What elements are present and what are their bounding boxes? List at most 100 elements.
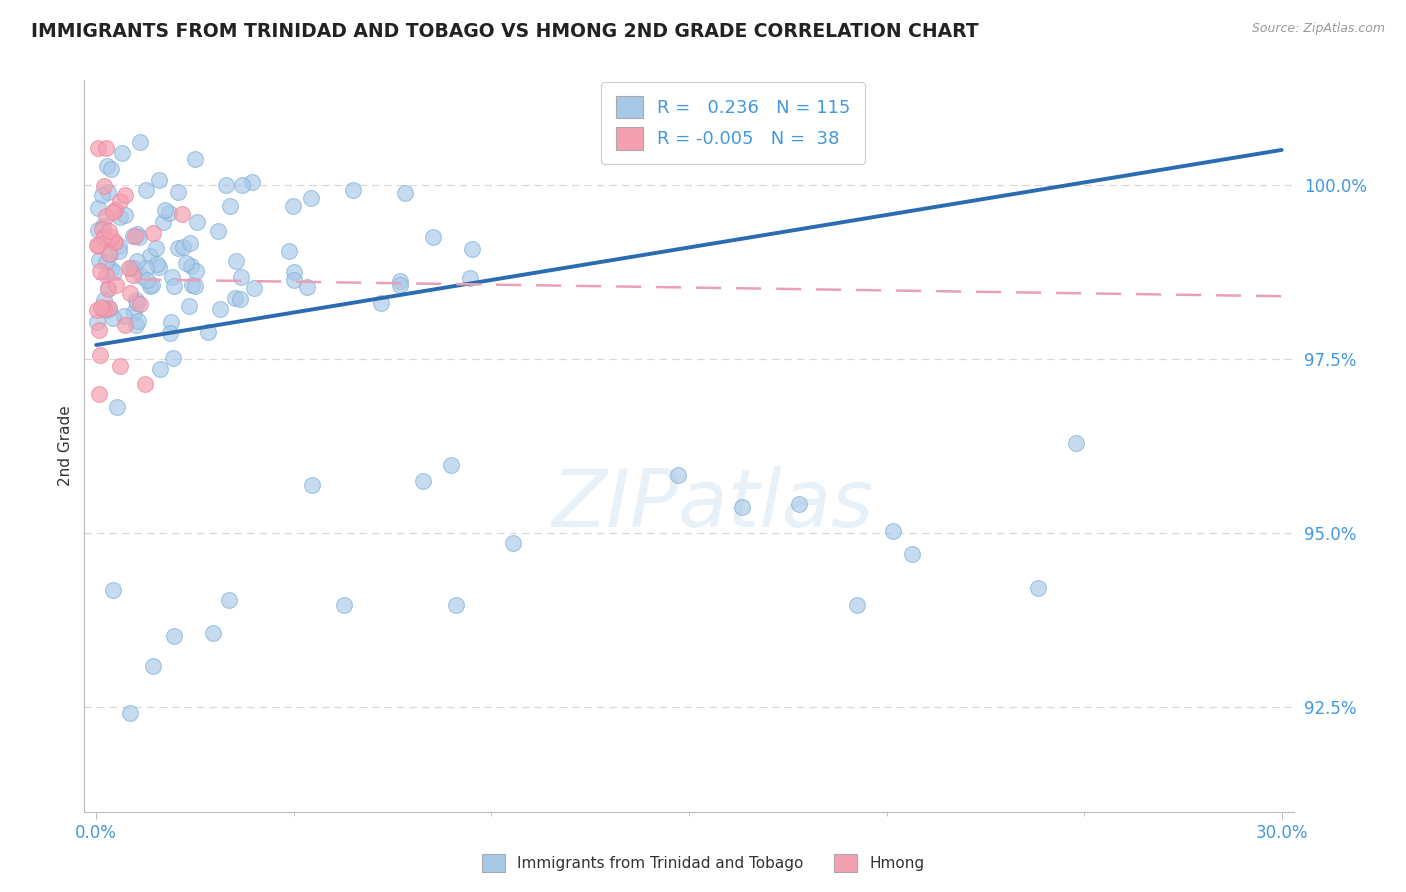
Point xyxy=(94,141,117,155)
Point xyxy=(388,278,411,293)
Point xyxy=(394,186,416,200)
Point xyxy=(231,178,253,193)
Point xyxy=(882,524,904,539)
Point xyxy=(145,241,167,255)
Point xyxy=(228,292,250,306)
Point xyxy=(93,178,115,193)
Point xyxy=(125,293,148,307)
Point xyxy=(120,706,142,721)
Point xyxy=(225,254,247,268)
Point xyxy=(172,207,194,221)
Point xyxy=(105,401,128,415)
Point xyxy=(183,152,205,166)
Point xyxy=(789,497,811,511)
Point xyxy=(118,261,141,276)
Point xyxy=(172,240,194,254)
Point xyxy=(186,215,208,229)
Point xyxy=(108,194,131,208)
Point xyxy=(148,260,170,275)
Point xyxy=(89,348,111,362)
Point xyxy=(120,261,142,276)
Point xyxy=(135,261,157,276)
Point xyxy=(86,201,108,215)
Point xyxy=(103,265,125,279)
Point xyxy=(152,215,174,229)
Point xyxy=(502,535,524,549)
Point xyxy=(845,598,868,612)
Point xyxy=(104,202,127,217)
Point xyxy=(242,281,264,295)
Point xyxy=(87,323,110,337)
Point xyxy=(197,325,219,339)
Point xyxy=(89,263,111,277)
Point xyxy=(103,235,125,250)
Point xyxy=(460,242,482,256)
Point xyxy=(440,458,463,472)
Point xyxy=(141,278,163,293)
Point xyxy=(162,269,184,284)
Point xyxy=(162,351,184,366)
Point xyxy=(104,277,127,292)
Point xyxy=(114,208,136,222)
Point xyxy=(159,206,181,220)
Point xyxy=(122,261,145,276)
Point xyxy=(107,244,129,258)
Point xyxy=(148,172,170,186)
Point xyxy=(91,188,114,202)
Point xyxy=(125,254,148,268)
Point xyxy=(91,219,114,233)
Point xyxy=(166,241,188,255)
Point xyxy=(100,229,122,244)
Point xyxy=(142,226,165,240)
Point xyxy=(231,269,253,284)
Text: IMMIGRANTS FROM TRINIDAD AND TOBAGO VS HMONG 2ND GRADE CORRELATION CHART: IMMIGRANTS FROM TRINIDAD AND TOBAGO VS H… xyxy=(31,22,979,41)
Point xyxy=(177,299,200,313)
Point xyxy=(422,230,444,244)
Point xyxy=(87,222,110,236)
Point xyxy=(101,204,124,219)
Point xyxy=(121,229,143,244)
Point xyxy=(120,285,142,300)
Point xyxy=(104,235,127,249)
Point xyxy=(86,238,108,252)
Point xyxy=(90,300,112,314)
Point xyxy=(283,265,305,279)
Point xyxy=(125,318,148,332)
Point xyxy=(412,474,434,488)
Point xyxy=(108,211,131,225)
Point xyxy=(342,183,364,197)
Point xyxy=(370,296,392,310)
Point xyxy=(901,548,924,562)
Point xyxy=(159,326,181,341)
Text: Source: ZipAtlas.com: Source: ZipAtlas.com xyxy=(1251,22,1385,36)
Point xyxy=(153,202,176,217)
Point xyxy=(146,257,169,271)
Point xyxy=(388,274,411,288)
Point xyxy=(122,268,145,283)
Point xyxy=(87,238,110,252)
Point xyxy=(134,377,156,392)
Point xyxy=(98,301,121,315)
Point xyxy=(93,302,115,317)
Point xyxy=(96,210,118,224)
Point xyxy=(295,280,318,294)
Point xyxy=(184,264,207,278)
Point xyxy=(125,296,148,310)
Point xyxy=(183,278,205,293)
Point xyxy=(174,255,197,269)
Point xyxy=(207,224,229,238)
Legend: R =   0.236   N = 115, R = -0.005   N =  38: R = 0.236 N = 115, R = -0.005 N = 38 xyxy=(602,82,865,164)
Point xyxy=(731,500,754,514)
Point xyxy=(112,309,135,323)
Point xyxy=(127,314,149,328)
Point xyxy=(94,255,117,269)
Point xyxy=(444,598,467,612)
Point xyxy=(90,222,112,236)
Point xyxy=(142,658,165,673)
Point xyxy=(97,302,120,317)
Point xyxy=(124,229,146,244)
Point xyxy=(135,273,157,287)
Point xyxy=(299,190,322,204)
Point xyxy=(167,185,190,199)
Point xyxy=(87,141,110,155)
